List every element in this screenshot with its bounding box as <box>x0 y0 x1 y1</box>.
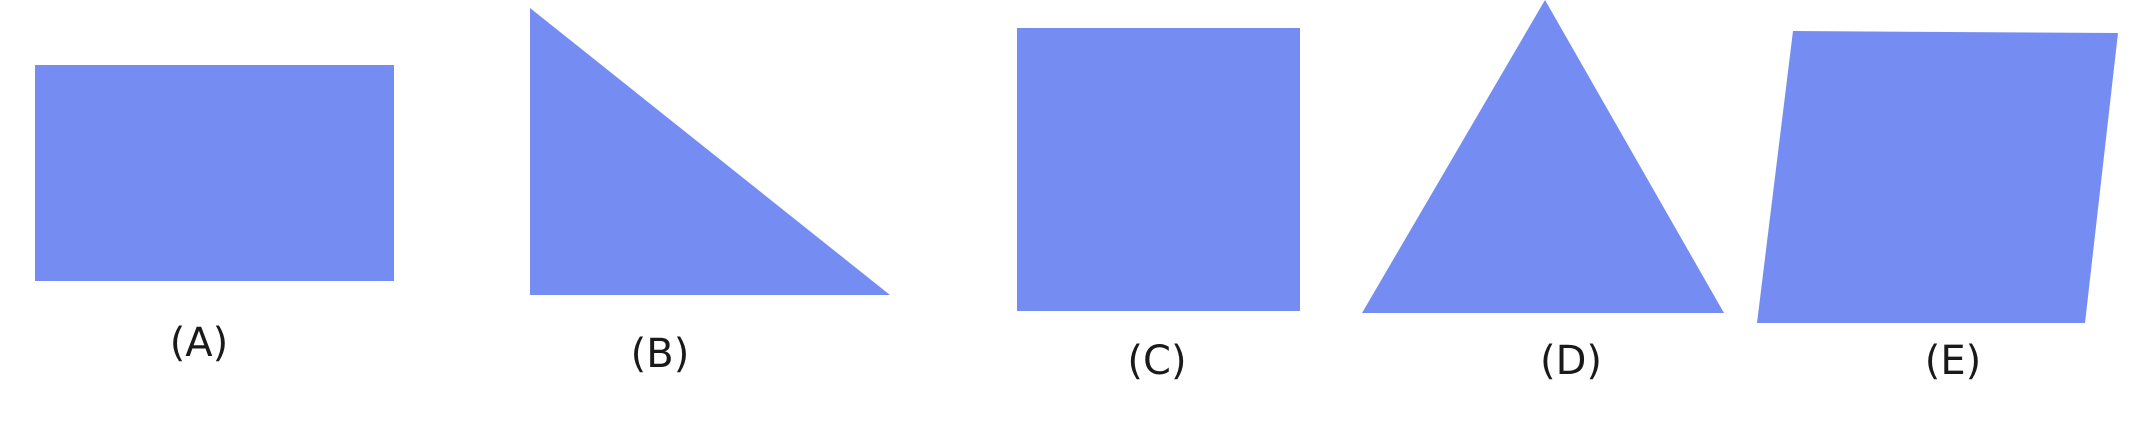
figure-a: (A) <box>35 65 394 366</box>
label-c: (C) <box>1127 338 1186 384</box>
label-d: (D) <box>1540 338 1602 384</box>
label-e: (E) <box>1925 338 1981 384</box>
square-shape <box>1017 28 1300 311</box>
label-a: (A) <box>170 320 229 366</box>
label-b: (B) <box>631 331 690 377</box>
figure-b: (B) <box>530 8 890 377</box>
figure-d: (D) <box>1362 0 1724 384</box>
figure-c: (C) <box>1017 28 1300 384</box>
parallelogram-shape <box>1757 31 2118 323</box>
right-triangle-shape <box>530 8 890 295</box>
rectangle-shape <box>35 65 394 281</box>
figure-e: (E) <box>1757 31 2118 384</box>
triangle-shape <box>1362 0 1724 313</box>
